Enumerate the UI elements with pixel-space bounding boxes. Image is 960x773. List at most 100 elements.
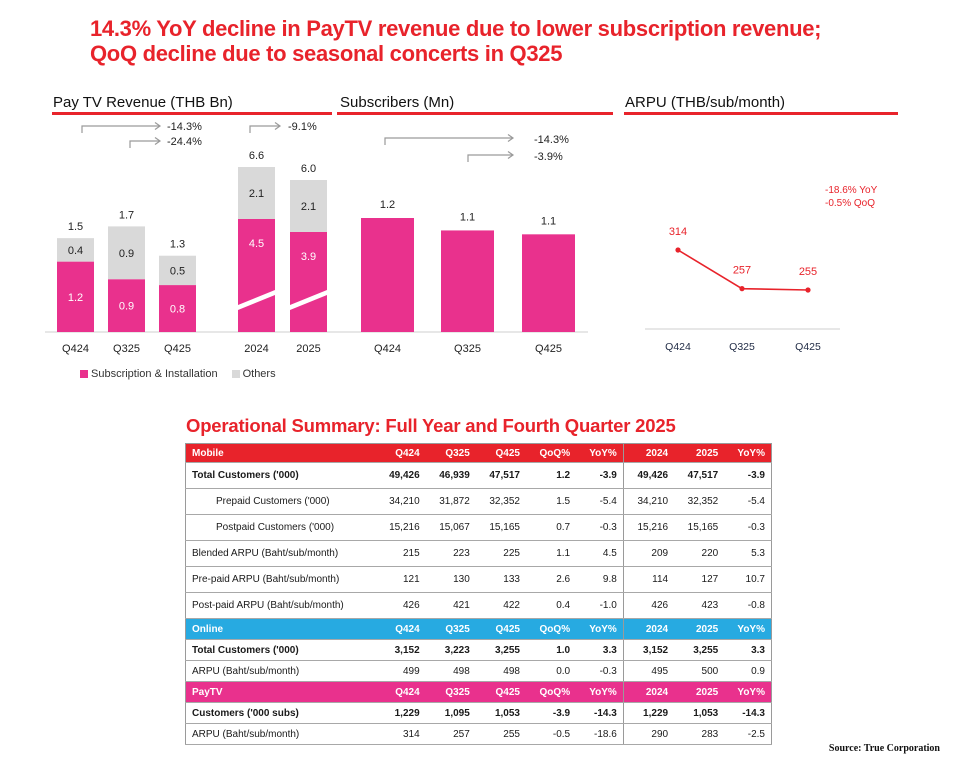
table-cell: 46,939 bbox=[425, 462, 476, 489]
table-cell: 1.0 bbox=[525, 639, 577, 661]
row-label: Postpaid Customers ('000) bbox=[185, 514, 376, 541]
column-header: 2025 bbox=[674, 681, 725, 703]
column-header: Q325 bbox=[425, 681, 476, 703]
column-header: Q425 bbox=[475, 443, 526, 463]
bar-others bbox=[108, 226, 145, 280]
bar-subscription bbox=[159, 285, 196, 332]
bar-subscription bbox=[238, 219, 275, 332]
arpu-rule bbox=[624, 112, 898, 115]
table-cell: 0.4 bbox=[525, 592, 577, 619]
growth-arrow-head bbox=[154, 137, 162, 145]
x-tick-label: Q425 bbox=[164, 343, 191, 355]
table-cell: 5.3 bbox=[724, 540, 772, 567]
table-cell: 3,223 bbox=[425, 639, 476, 661]
x-tick-label: Q424 bbox=[665, 341, 691, 353]
table-cell: 1.1 bbox=[525, 540, 577, 567]
table-cell: 209 bbox=[622, 540, 675, 567]
legend-swatch-magenta bbox=[80, 370, 88, 378]
table-cell: 499 bbox=[375, 660, 426, 682]
table-cell: 421 bbox=[425, 592, 476, 619]
growth-arrow bbox=[81, 125, 160, 133]
table-row: ARPU (Baht/sub/month) 314 257 255 -0.5 -18.6 2… bbox=[185, 723, 772, 745]
table-row: Pre-paid ARPU (Baht/sub/month) 121 130 133 2… bbox=[185, 566, 772, 593]
column-header: Q325 bbox=[425, 443, 476, 463]
x-tick-label: Q424 bbox=[374, 343, 401, 355]
table-cell: 49,426 bbox=[622, 462, 675, 489]
table-cell: -3.9 bbox=[525, 702, 577, 724]
value-label: 314 bbox=[669, 226, 687, 238]
column-header: Q425 bbox=[475, 681, 526, 703]
segment-label-subscription: 3.9 bbox=[301, 251, 316, 263]
subscribers-title: Subscribers (Mn) bbox=[340, 94, 455, 111]
total-label: 6.6 bbox=[249, 150, 264, 162]
segment-label-others: 2.1 bbox=[249, 188, 264, 200]
segment-label-others: 2.1 bbox=[301, 201, 316, 213]
table-cell: 10.7 bbox=[724, 566, 772, 593]
growth-label: -24.4% bbox=[167, 136, 202, 148]
table-cell: 1,095 bbox=[425, 702, 476, 724]
total-label: 1.5 bbox=[68, 221, 83, 233]
growth-arrow bbox=[467, 154, 513, 162]
table-cell: 225 bbox=[475, 540, 526, 567]
bar-subscription bbox=[57, 261, 94, 332]
row-label: Blended ARPU (Baht/sub/month) bbox=[185, 540, 376, 567]
growth-arrow bbox=[384, 137, 513, 145]
x-tick-label: 2024 bbox=[244, 343, 268, 355]
table-cell: 255 bbox=[475, 723, 526, 745]
section-header-online: Online Q424 Q325 Q425 QoQ% YoY% 2024 2025 YoY% bbox=[185, 618, 772, 640]
axis-break-mark bbox=[290, 290, 327, 310]
headline: 14.3% YoY decline in PayTV revenue due t… bbox=[90, 16, 822, 66]
table-row: Postpaid Customers ('000) 15,216 15,067 15,… bbox=[185, 514, 772, 541]
column-header: YoY% bbox=[576, 618, 624, 640]
table-cell: 1,229 bbox=[622, 702, 675, 724]
table-cell: 9.8 bbox=[576, 566, 624, 593]
legend-label: Subscription & Installation bbox=[91, 368, 218, 380]
segment-label-others: 0.5 bbox=[170, 265, 185, 277]
table-cell: 1.2 bbox=[525, 462, 577, 489]
table-cell: 3.3 bbox=[576, 639, 624, 661]
table-cell: 114 bbox=[622, 566, 675, 593]
table-cell: 1,053 bbox=[475, 702, 526, 724]
x-tick-label: Q425 bbox=[795, 341, 821, 353]
row-label: ARPU (Baht/sub/month) bbox=[185, 660, 376, 682]
table-cell: -5.4 bbox=[724, 488, 772, 515]
table-cell: -0.5 bbox=[525, 723, 577, 745]
table-cell: 0.0 bbox=[525, 660, 577, 682]
table-cell: -0.8 bbox=[724, 592, 772, 619]
total-label: 1.3 bbox=[170, 239, 185, 251]
arpu-yoy-annotation: -18.6% YoY bbox=[825, 185, 878, 196]
column-header: 2024 bbox=[622, 681, 675, 703]
column-header: YoY% bbox=[576, 681, 624, 703]
table-cell: 223 bbox=[425, 540, 476, 567]
paytv-legend: Subscription & Installation Others bbox=[80, 368, 276, 380]
column-header: 2025 bbox=[674, 443, 725, 463]
table-cell: 32,352 bbox=[475, 488, 526, 515]
section-header-paytv: PayTV Q424 Q325 Q425 QoQ% YoY% 2024 2025 YoY% bbox=[185, 681, 772, 703]
table-cell: 257 bbox=[425, 723, 476, 745]
column-header: 2025 bbox=[674, 618, 725, 640]
bar-others bbox=[290, 180, 327, 232]
subscribers-rule bbox=[337, 112, 613, 115]
segment-label-subscription: 1.2 bbox=[68, 292, 83, 304]
table-cell: 34,210 bbox=[375, 488, 426, 515]
column-header: Q425 bbox=[475, 618, 526, 640]
table-cell: 130 bbox=[425, 566, 476, 593]
column-header: Q424 bbox=[375, 618, 426, 640]
table-cell: -14.3 bbox=[576, 702, 624, 724]
value-label: 1.1 bbox=[541, 215, 556, 227]
column-header: 2024 bbox=[622, 618, 675, 640]
table-cell: 31,872 bbox=[425, 488, 476, 515]
table-title: Operational Summary: Full Year and Fourt… bbox=[186, 415, 676, 436]
total-label: 6.0 bbox=[301, 163, 316, 175]
row-label: Post-paid ARPU (Baht/sub/month) bbox=[185, 592, 376, 619]
table-cell: 15,216 bbox=[622, 514, 675, 541]
table-cell: 133 bbox=[475, 566, 526, 593]
table-cell: 15,067 bbox=[425, 514, 476, 541]
legend-item-subscription: Subscription & Installation bbox=[80, 368, 218, 380]
row-label: Prepaid Customers ('000) bbox=[185, 488, 376, 515]
table-cell: 121 bbox=[375, 566, 426, 593]
section-name: Online bbox=[185, 618, 376, 640]
table-cell: 15,165 bbox=[475, 514, 526, 541]
column-header: YoY% bbox=[724, 443, 772, 463]
growth-arrow-head bbox=[507, 151, 515, 159]
